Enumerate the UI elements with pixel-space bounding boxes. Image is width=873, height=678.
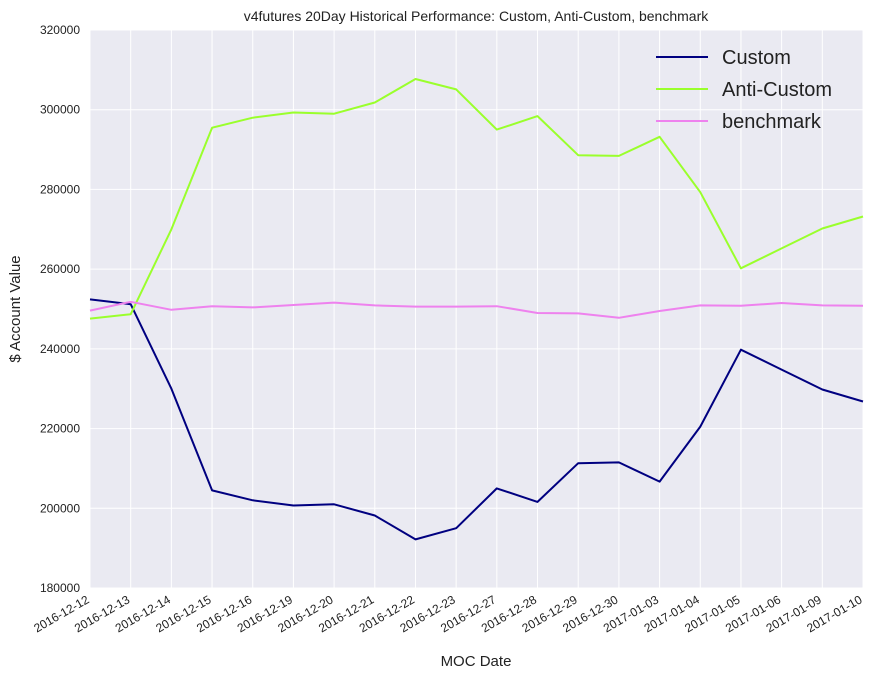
y-tick-label: 280000 [40, 182, 80, 196]
y-tick-labels: 180000 200000 220000 240000 260000 280000 3000… [40, 23, 80, 595]
y-tick-label: 260000 [40, 262, 80, 276]
legend-label: Anti-Custom [722, 79, 832, 101]
y-axis-label: $ Account Value [7, 255, 24, 362]
y-tick-label: 300000 [40, 103, 80, 117]
y-tick-label: 220000 [40, 422, 80, 436]
y-tick-label: 200000 [40, 501, 80, 515]
legend-label: Custom [722, 47, 791, 69]
y-tick-label: 240000 [40, 342, 80, 356]
series-lines [89, 78, 864, 541]
series-line-benchmark [89, 300, 864, 319]
series-line-custom [89, 298, 864, 541]
legend-label: benchmark [722, 111, 822, 133]
series-line-anti-custom [89, 78, 864, 320]
y-tick-label: 320000 [40, 23, 80, 37]
x-axis-label: MOC Date [441, 653, 512, 670]
chart-title: v4futures 20Day Historical Performance: … [244, 8, 710, 24]
plot-area [90, 30, 863, 588]
legend: Custom Anti-Custom benchmark [656, 47, 832, 133]
x-tick-labels: 2016-12-122016-12-132016-12-142016-12-15… [31, 592, 864, 635]
y-tick-label: 180000 [40, 581, 80, 595]
